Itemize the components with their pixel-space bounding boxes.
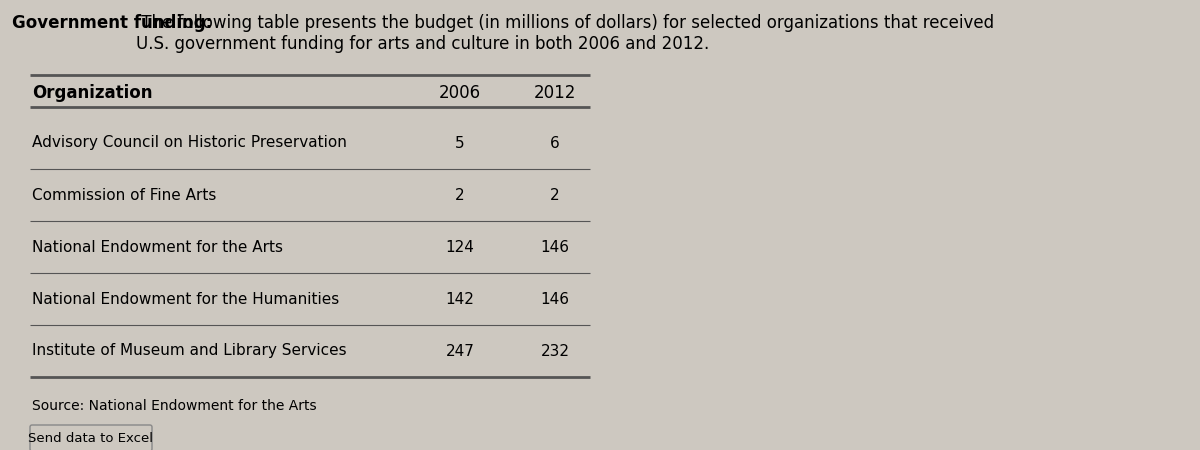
Text: Advisory Council on Historic Preservation: Advisory Council on Historic Preservatio… [32,135,347,150]
Text: Send data to Excel: Send data to Excel [29,432,154,445]
Text: 247: 247 [445,343,474,359]
Text: Commission of Fine Arts: Commission of Fine Arts [32,188,216,203]
Text: 124: 124 [445,239,474,255]
Text: The following table presents the budget (in millions of dollars) for selected or: The following table presents the budget … [136,14,994,53]
Text: Organization: Organization [32,84,152,102]
Text: 2012: 2012 [534,84,576,102]
Text: Institute of Museum and Library Services: Institute of Museum and Library Services [32,343,347,359]
Text: 6: 6 [550,135,560,150]
Text: Source: National Endowment for the Arts: Source: National Endowment for the Arts [32,399,317,413]
Text: 232: 232 [540,343,570,359]
Text: 2006: 2006 [439,84,481,102]
FancyBboxPatch shape [30,425,152,450]
Text: 2: 2 [550,188,560,203]
Text: National Endowment for the Arts: National Endowment for the Arts [32,239,283,255]
Text: 5: 5 [455,135,464,150]
Text: Government funding:: Government funding: [12,14,212,32]
Text: 146: 146 [540,292,570,306]
Text: National Endowment for the Humanities: National Endowment for the Humanities [32,292,340,306]
Text: 142: 142 [445,292,474,306]
Text: 146: 146 [540,239,570,255]
Text: 2: 2 [455,188,464,203]
